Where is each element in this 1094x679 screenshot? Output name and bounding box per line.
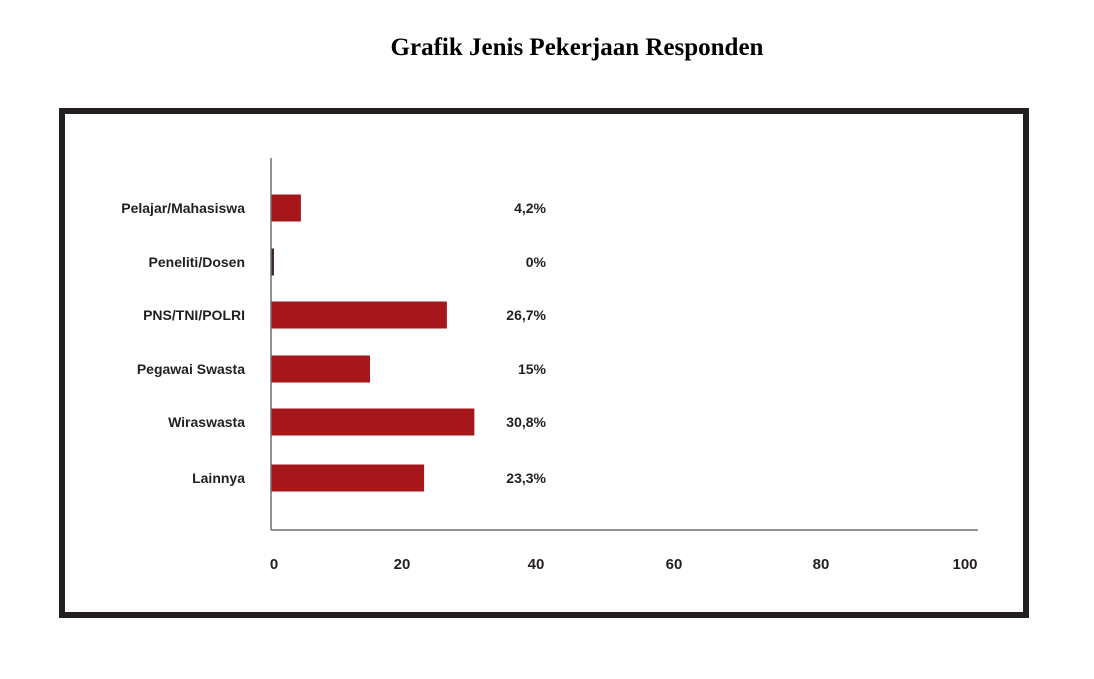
category-label-pegawai-swasta: Pegawai Swasta xyxy=(137,361,245,377)
chart-frame xyxy=(59,108,1029,618)
value-label-peneliti-dosen: 0% xyxy=(526,254,547,270)
x-tick-label-20: 20 xyxy=(394,556,411,573)
x-tick-label-100: 100 xyxy=(952,556,977,573)
chart-title: Grafik Jenis Pekerjaan Responden xyxy=(390,34,764,61)
category-label-pelajar-mahasiswa: Pelajar/Mahasiswa xyxy=(121,200,245,216)
category-label-peneliti-dosen: Peneliti/Dosen xyxy=(149,254,245,270)
bar-wiraswasta xyxy=(271,408,475,436)
value-label-lainnya: 23,3% xyxy=(506,470,546,486)
value-label-wiraswasta: 30,8% xyxy=(506,414,546,430)
bar-pegawai-swasta xyxy=(271,355,370,383)
value-label-pegawai-swasta: 15% xyxy=(518,361,547,377)
x-tick-label-0: 0 xyxy=(270,556,278,573)
x-tick-label-60: 60 xyxy=(666,556,683,573)
x-tick-label-80: 80 xyxy=(813,556,830,573)
x-tick-label-40: 40 xyxy=(528,556,545,573)
bar-peneliti-dosen xyxy=(271,248,274,276)
value-label-pns-tni-polri: 26,7% xyxy=(506,307,546,323)
bar-pelajar-mahasiswa xyxy=(271,194,301,222)
bar-pns-tni-polri xyxy=(271,301,447,329)
category-label-pns-tni-polri: PNS/TNI/POLRI xyxy=(143,307,245,323)
category-label-wiraswasta: Wiraswasta xyxy=(168,414,245,430)
value-label-pelajar-mahasiswa: 4,2% xyxy=(514,200,546,216)
category-label-lainnya: Lainnya xyxy=(192,470,245,486)
bar-lainnya xyxy=(271,464,425,492)
